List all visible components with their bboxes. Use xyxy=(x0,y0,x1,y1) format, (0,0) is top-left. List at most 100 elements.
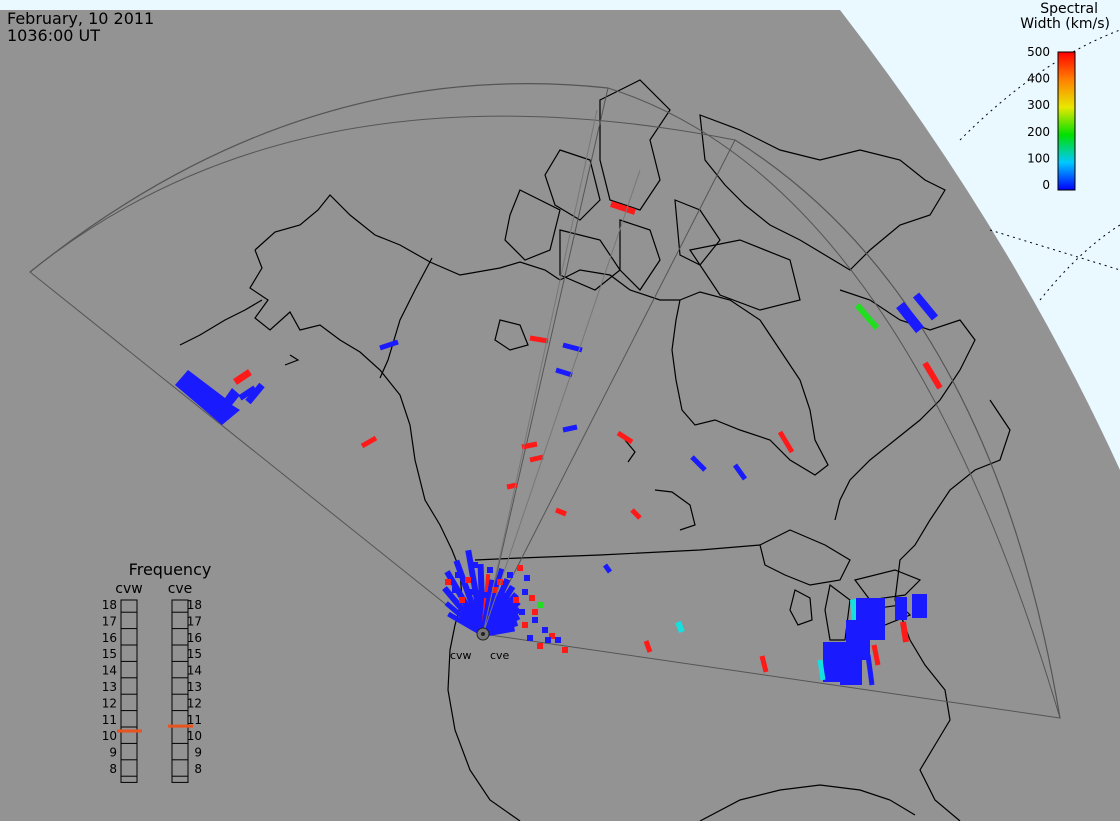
colorbar-gradient xyxy=(1057,51,1076,191)
header-date: February, 10 2011 xyxy=(7,9,155,28)
colorbar: Spectral Width (km/s) 500 400 300 200 100 0 xyxy=(1020,1,1110,192)
ocean-area xyxy=(0,10,1120,821)
radar-echo xyxy=(519,609,525,615)
radar-echo xyxy=(777,430,795,454)
frequency-level-label: 17 xyxy=(102,614,117,628)
radar-echo xyxy=(555,367,573,378)
frequency-scale-box xyxy=(171,599,189,783)
radar-label-cvw: cvw xyxy=(450,649,472,662)
radar-beam-line xyxy=(482,109,598,635)
radar-echo xyxy=(537,643,543,649)
radar-echo xyxy=(610,201,636,215)
frequency-level-label: 13 xyxy=(102,680,117,694)
radar-echo xyxy=(562,342,583,353)
colorbar-tick-label: 100 xyxy=(1027,151,1050,165)
radar-echo xyxy=(532,609,538,615)
radar-echo xyxy=(643,640,653,653)
radar-echo xyxy=(467,589,473,595)
radar-echo xyxy=(517,565,523,571)
frequency-level-label: 8 xyxy=(109,762,117,776)
radar-echo xyxy=(529,454,544,463)
radar-echo xyxy=(465,577,471,583)
radar-echo xyxy=(238,385,257,401)
radar-echo xyxy=(522,589,528,595)
radar-echo xyxy=(472,562,478,568)
radar-echo xyxy=(549,633,555,639)
colorbar-tick-label: 200 xyxy=(1027,125,1050,139)
radar-beam-line xyxy=(482,169,641,635)
radar-echo xyxy=(455,572,461,578)
frequency-level-label: 14 xyxy=(187,664,202,678)
radar-echo xyxy=(630,508,642,520)
radar-echo xyxy=(895,597,907,620)
radar-echo xyxy=(690,455,707,472)
radar-echo xyxy=(871,644,881,666)
radar-echo xyxy=(452,587,458,593)
radar-echo xyxy=(497,602,503,608)
frequency-level-label: 14 xyxy=(102,664,117,678)
radar-echo xyxy=(537,602,543,608)
radar-echo xyxy=(865,654,875,686)
lat-arc-1 xyxy=(959,29,1120,141)
frequency-level-label: 16 xyxy=(102,631,117,645)
frequency-scale-box xyxy=(120,599,138,783)
radar-echo xyxy=(497,579,503,585)
colorbar-tick-label: 0 xyxy=(1042,178,1050,192)
frequency-level-label: 12 xyxy=(187,696,202,710)
frequency-level-label: 18 xyxy=(187,598,202,612)
radar-echo xyxy=(360,435,378,449)
frequency-level-label: 9 xyxy=(109,746,117,760)
radar-echo xyxy=(175,370,240,425)
colorbar-tick-label: 400 xyxy=(1027,72,1050,86)
colorbar-title-line2: Width (km/s) xyxy=(1020,16,1110,32)
radar-echo xyxy=(675,620,685,634)
radar-echo xyxy=(513,597,519,603)
frequency-level-label: 11 xyxy=(187,713,202,727)
header-time: 1036:00 UT xyxy=(7,26,101,45)
radar-echo xyxy=(503,593,509,599)
radar-echo xyxy=(233,369,252,385)
frequency-level-label: 17 xyxy=(187,614,202,628)
radar-echo xyxy=(529,595,535,601)
frequency-level-label: 10 xyxy=(102,729,117,743)
radar-echo xyxy=(245,382,265,405)
frequency-title: Frequency xyxy=(129,560,212,579)
radar-echo xyxy=(507,609,513,615)
colorbar-tick-label: 500 xyxy=(1027,45,1050,59)
radar-echo xyxy=(507,572,513,578)
frequency-level-label: 15 xyxy=(102,647,117,661)
radar-echo xyxy=(555,637,561,643)
radar-echo xyxy=(524,575,530,581)
radar-echo xyxy=(562,647,568,653)
political-boundaries xyxy=(379,257,761,561)
radar-label-cve: cve xyxy=(490,649,510,662)
radar-echo xyxy=(532,617,538,623)
radar-echo xyxy=(527,635,533,641)
lat-arc-2 xyxy=(1039,224,1120,301)
radar-echo xyxy=(900,621,909,643)
colorbar-tick-label: 300 xyxy=(1027,98,1050,112)
radar-site-dot xyxy=(481,632,485,636)
radar-echo xyxy=(912,594,927,618)
frequency-level-label: 18 xyxy=(102,598,117,612)
radar-echo xyxy=(492,587,498,593)
frequency-level-label: 13 xyxy=(187,680,202,694)
radar-echo xyxy=(379,339,399,351)
radar-echo xyxy=(616,430,634,445)
radar-echo xyxy=(445,579,451,585)
radar-echo xyxy=(545,637,551,643)
coastlines xyxy=(179,79,1011,822)
radar-echo xyxy=(542,627,548,633)
radar-echo xyxy=(521,441,538,450)
frequency-level-label: 8 xyxy=(194,762,202,776)
frequency-level-label: 16 xyxy=(187,631,202,645)
radar-echo xyxy=(562,424,578,433)
radar-echo xyxy=(522,622,528,628)
radar-echo xyxy=(555,507,567,517)
radar-echo xyxy=(602,563,613,574)
frequency-level-label: 15 xyxy=(187,647,202,661)
frequency-level-label: 9 xyxy=(194,746,202,760)
frequency-label-cvw: cvw xyxy=(115,581,142,597)
